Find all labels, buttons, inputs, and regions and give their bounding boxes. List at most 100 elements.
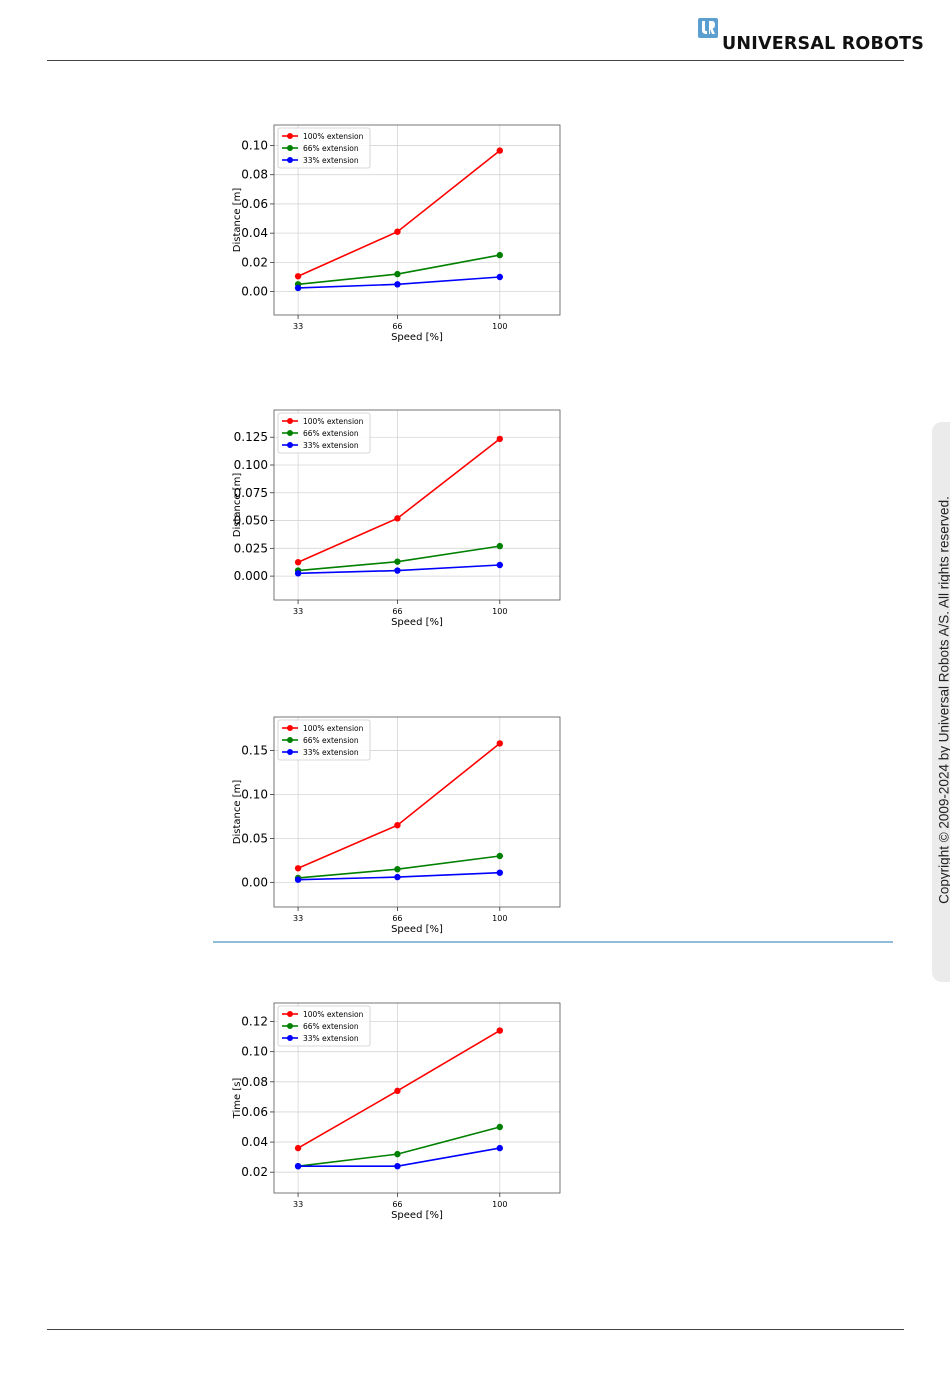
data-point <box>294 1162 302 1170</box>
x-tick-label: 33 <box>293 322 303 331</box>
footer-divider <box>47 1329 904 1330</box>
data-point <box>394 873 401 881</box>
legend-label: 100% extension <box>303 417 364 426</box>
data-point <box>496 1027 503 1034</box>
y-tick-label: 0.10 <box>241 787 268 801</box>
plot-frame <box>273 1002 561 1194</box>
legend-marker <box>287 157 293 163</box>
x-tick-label: 66 <box>392 322 402 331</box>
y-tick-label: 0.05 <box>241 831 268 845</box>
data-point <box>496 251 503 259</box>
y-tick-label: 0.125 <box>234 430 268 444</box>
legend-marker <box>287 1023 293 1029</box>
plot-frame <box>273 409 561 601</box>
y-tick-label: 0.075 <box>234 486 268 500</box>
y-tick-label: 0.12 <box>241 1015 268 1029</box>
y-tick-label: 0.100 <box>234 458 268 472</box>
x-tick-label: 100 <box>492 607 507 616</box>
y-axis-label: Time [s] <box>232 1078 243 1120</box>
data-point <box>394 515 401 522</box>
x-tick-label: 100 <box>492 322 507 331</box>
legend: 100% extension 66% extension 33% extension <box>277 719 371 761</box>
legend-marker <box>287 1011 293 1017</box>
data-point <box>496 435 503 443</box>
data-point <box>394 865 401 873</box>
legend-marker <box>287 430 293 436</box>
data-point <box>496 869 503 876</box>
data-point <box>294 273 302 280</box>
y-axis-label: Distance [m] <box>232 780 243 845</box>
data-point <box>294 570 302 577</box>
series-line <box>297 438 501 563</box>
data-point <box>496 1144 503 1152</box>
data-point <box>394 228 401 235</box>
legend-label: 100% extension <box>303 724 364 733</box>
legend-label: 33% extension <box>303 1034 359 1043</box>
data-point <box>394 558 401 565</box>
x-tick-label: 33 <box>293 607 303 616</box>
y-tick-label: 0.00 <box>241 285 268 299</box>
x-axis-label: Speed [%] <box>391 617 443 628</box>
legend-label: 66% extension <box>303 1022 359 1031</box>
x-tick-label: 66 <box>392 607 402 616</box>
x-tick-label: 100 <box>492 914 507 923</box>
y-tick-label: 0.06 <box>241 197 268 211</box>
stopping-distance-chart-2: 0.000 0.025 0.050 0.075 0.100 0.125 33 66 100 Spe… <box>232 409 561 628</box>
x-axis-label: Speed [%] <box>391 1210 443 1221</box>
data-point <box>496 740 503 747</box>
y-tick-label: 0.02 <box>241 1165 268 1179</box>
y-tick-label: 0.06 <box>241 1105 268 1119</box>
data-point <box>496 1123 503 1131</box>
data-point <box>294 876 302 883</box>
y-tick-label: 0.10 <box>241 138 268 152</box>
x-axis-label: Speed [%] <box>391 332 443 343</box>
legend: 100% extension 66% extension 33% extension <box>277 412 371 454</box>
legend-box <box>277 719 371 761</box>
legend-label: 100% extension <box>303 1010 364 1019</box>
legend-marker <box>287 418 293 424</box>
plot-frame <box>273 716 561 908</box>
data-point <box>294 1144 302 1152</box>
legend-label: 33% extension <box>303 748 359 757</box>
legend-marker <box>287 725 293 731</box>
y-axis-label: Distance [m] <box>232 473 243 538</box>
x-tick-label: 66 <box>392 914 402 923</box>
copyright-tab <box>932 422 950 982</box>
legend-label: 66% extension <box>303 736 359 745</box>
stopping-distance-chart-3: 0.00 0.05 0.10 0.15 33 66 100 Speed [%] Distance… <box>232 716 561 935</box>
legend-marker <box>287 737 293 743</box>
data-point <box>294 284 302 292</box>
series-line <box>297 742 501 870</box>
data-point <box>394 1087 401 1095</box>
data-point <box>496 273 503 281</box>
legend-marker <box>287 442 293 448</box>
legend-label: 33% extension <box>303 441 359 450</box>
y-tick-label: 0.04 <box>241 1135 268 1149</box>
x-tick-label: 66 <box>392 1200 402 1209</box>
legend-marker <box>287 145 293 151</box>
brand-name: UNIVERSAL ROBOTS <box>722 34 925 54</box>
data-point <box>394 567 401 574</box>
y-tick-label: 0.025 <box>234 541 268 555</box>
data-point <box>394 270 401 278</box>
brand-logo: UNIVERSAL ROBOTS <box>698 16 924 56</box>
y-tick-label: 0.04 <box>241 226 268 240</box>
y-tick-label: 0.000 <box>234 569 268 583</box>
x-tick-label: 100 <box>492 1200 507 1209</box>
y-tick-label: 0.08 <box>241 1075 268 1089</box>
legend-marker <box>287 749 293 755</box>
legend-marker <box>287 133 293 139</box>
data-point <box>496 561 503 569</box>
header-divider <box>47 60 904 61</box>
legend-box <box>277 127 371 169</box>
y-tick-label: 0.08 <box>241 168 268 182</box>
data-point <box>496 852 503 860</box>
ur-logo-icon <box>698 18 718 38</box>
y-tick-label: 0.15 <box>241 743 268 757</box>
y-tick-label: 0.00 <box>241 875 268 889</box>
legend-box <box>277 1005 371 1047</box>
y-tick-label: 0.02 <box>241 255 268 269</box>
legend: 100% extension 66% extension 33% extension <box>277 1005 371 1047</box>
legend-label: 33% extension <box>303 156 359 165</box>
data-point <box>294 865 302 872</box>
